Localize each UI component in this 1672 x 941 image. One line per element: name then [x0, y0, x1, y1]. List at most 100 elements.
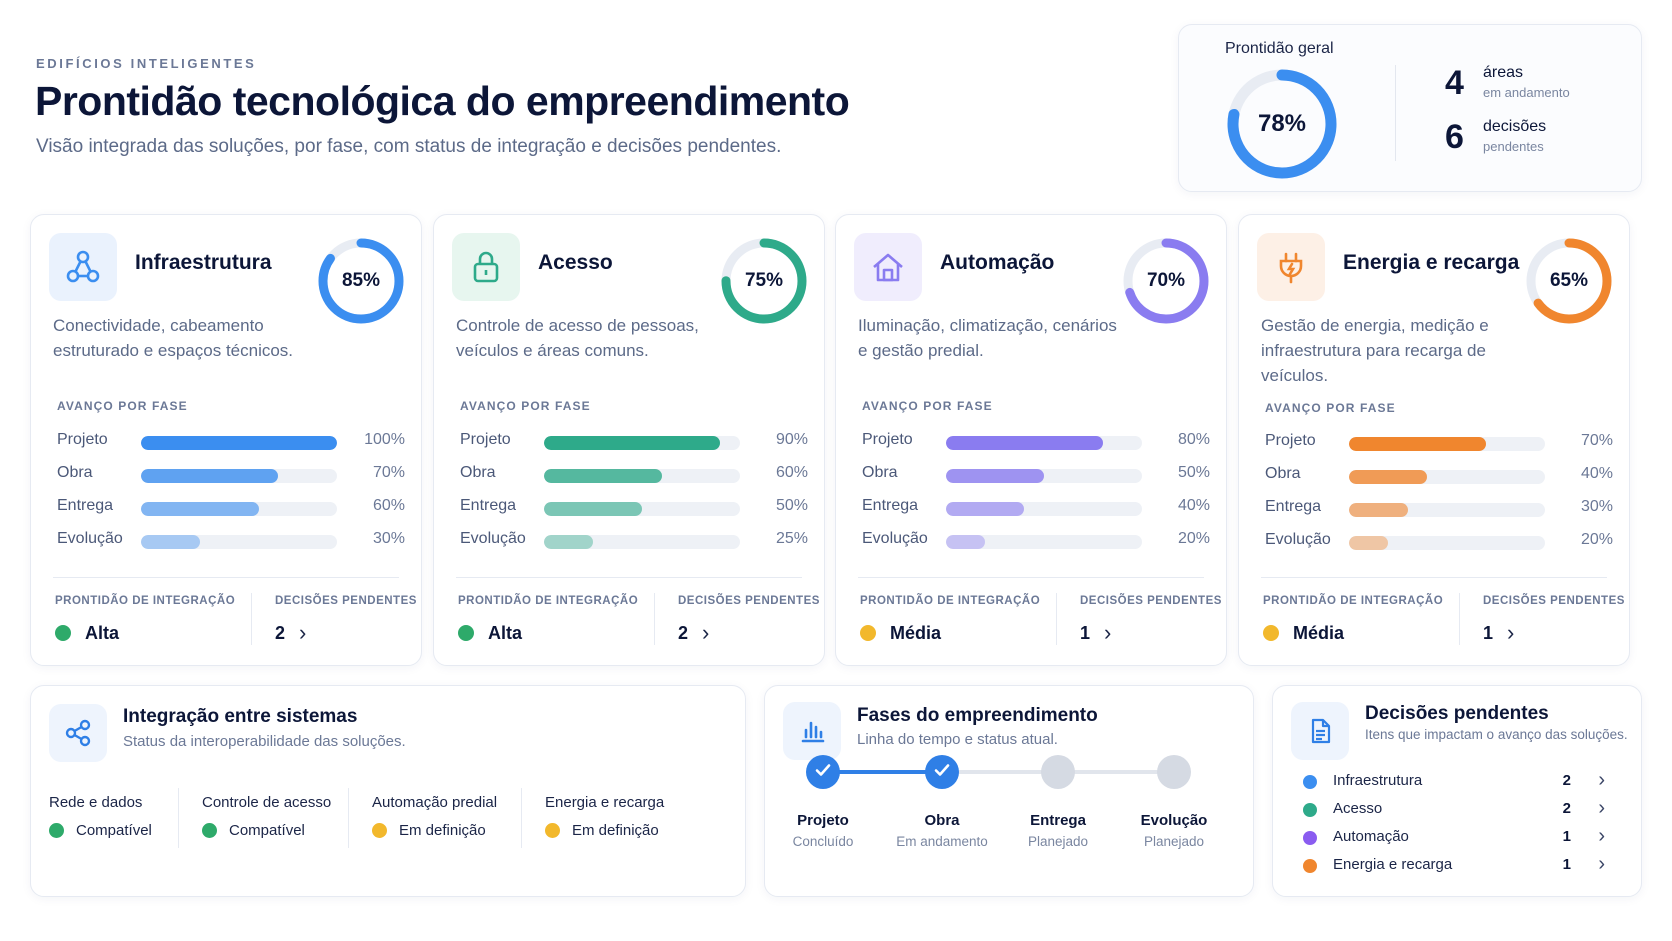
card-divider: [1261, 577, 1607, 578]
phase-row: Entrega 30%: [1265, 492, 1613, 525]
phase-row: Projeto 70%: [1265, 426, 1613, 459]
decision-item[interactable]: Infraestrutura 2 ›: [1303, 768, 1609, 796]
category-title: Energia e recarga: [1343, 251, 1520, 274]
integration-title: Integração entre sistemas: [123, 706, 358, 727]
decision-area: Energia e recarga: [1333, 856, 1453, 873]
pending-decisions-link[interactable]: 1 ›: [1483, 619, 1514, 647]
phase-track: [544, 436, 740, 450]
card-divider: [53, 577, 399, 578]
card-vertical-divider: [251, 593, 252, 645]
system-name: Controle de acesso: [202, 794, 332, 811]
category-description: Iluminação, climatização, cenários e ges…: [858, 316, 1117, 360]
stat-value: 6: [1445, 118, 1464, 156]
phase-fill: [141, 502, 259, 516]
timeline-step-3: [1157, 755, 1191, 789]
phase-fill: [544, 502, 642, 516]
system-status-label: Em definição: [399, 822, 486, 839]
timeline-step-name: Evolução: [1140, 812, 1208, 829]
category-percent: 85%: [341, 270, 381, 291]
status-dot: [545, 823, 560, 838]
stat-value: 4: [1445, 64, 1464, 102]
integration-level: Alta: [488, 622, 523, 643]
overall-percent: 78%: [1257, 110, 1307, 137]
phase-name: Evolução: [460, 530, 526, 547]
category-progress-ring: [1123, 238, 1209, 324]
pending-decisions-count: 1: [1483, 622, 1494, 643]
decisions-heading: DECISÕES PENDENTES: [1080, 595, 1222, 607]
phase-value: 70%: [372, 464, 405, 481]
phase-progress-heading: AVANÇO POR FASE: [57, 399, 188, 413]
system-item: Controle de acesso Compatível: [202, 794, 362, 854]
chevron-right-icon: ›: [1598, 825, 1605, 847]
phase-fill: [141, 469, 279, 483]
phase-name: Projeto: [1265, 432, 1316, 449]
category-progress-ring: [318, 238, 404, 324]
category-title: Infraestrutura: [135, 251, 272, 274]
phase-track: [1349, 536, 1545, 550]
timeline-step-name: Projeto: [797, 812, 849, 829]
decision-item[interactable]: Automação 1 ›: [1303, 824, 1609, 852]
phase-fill: [946, 469, 1044, 483]
phase-value: 80%: [1177, 431, 1210, 448]
decision-count: 2: [1562, 772, 1571, 789]
phase-row: Entrega 40%: [862, 491, 1210, 524]
page-title: Prontidão tecnológica do empreendimento: [35, 78, 850, 124]
system-name: Automação predial: [372, 794, 498, 811]
system-status-label: Compatível: [229, 822, 305, 839]
integration-status: Média: [1263, 621, 1344, 645]
phase-value: 25%: [775, 530, 808, 547]
category-card-0[interactable]: Infraestrutura 85% Conectividade, cabeam…: [30, 214, 422, 666]
decision-item[interactable]: Energia e recarga 1 ›: [1303, 852, 1609, 880]
phase-row: Evolução 20%: [862, 524, 1210, 557]
decisions-subtitle: Itens que impactam o avanço das soluções…: [1365, 727, 1628, 742]
decision-item[interactable]: Acesso 2 ›: [1303, 796, 1609, 824]
chevron-right-icon: ›: [1104, 620, 1112, 645]
phase-value: 40%: [1177, 497, 1210, 514]
decisions-title: Decisões pendentes: [1365, 703, 1549, 724]
phase-fill: [946, 436, 1103, 450]
card-vertical-divider: [654, 593, 655, 645]
phase-value: 30%: [372, 530, 405, 547]
integration-level: Média: [890, 622, 942, 643]
integration-heading: PRONTIDÃO DE INTEGRAÇÃO: [860, 595, 1041, 607]
system-status: Em definição: [372, 822, 486, 839]
phases-title: Fases do empreendimento: [857, 705, 1098, 726]
phase-track: [141, 535, 337, 549]
pending-decisions-link[interactable]: 2 ›: [275, 619, 306, 647]
integration-status: Alta: [458, 621, 522, 645]
chevron-right-icon: ›: [1598, 853, 1605, 875]
phase-track: [141, 469, 337, 483]
card-vertical-divider: [1459, 593, 1460, 645]
phase-fill: [1349, 536, 1389, 550]
phase-name: Projeto: [862, 431, 913, 448]
card-divider: [456, 577, 802, 578]
phase-row: Evolução 25%: [460, 524, 808, 557]
document-icon: [1291, 702, 1349, 760]
status-dot: [49, 823, 64, 838]
page-subtitle: Visão integrada das soluções, por fase, …: [36, 136, 782, 157]
bar-chart-icon: [783, 702, 841, 760]
decision-count: 1: [1562, 856, 1571, 873]
decisions-panel: Decisões pendentes Itens que impactam o …: [1272, 685, 1642, 897]
category-description: Gestão de energia, medição e infraestrut…: [1261, 316, 1489, 385]
phase-row: Obra 60%: [460, 458, 808, 491]
pending-decisions-link[interactable]: 2 ›: [678, 619, 709, 647]
system-name: Rede e dados: [49, 794, 143, 811]
phase-fill: [1349, 470, 1428, 484]
stat-sublabel: em andamento: [1483, 85, 1570, 100]
phase-progress-heading: AVANÇO POR FASE: [1265, 401, 1396, 415]
integration-level: Média: [1293, 622, 1345, 643]
phase-fill: [544, 535, 593, 549]
phase-row: Entrega 50%: [460, 491, 808, 524]
phase-progress-heading: AVANÇO POR FASE: [460, 399, 591, 413]
system-status-label: Compatível: [76, 822, 152, 839]
phase-track: [1349, 437, 1545, 451]
chevron-right-icon: ›: [1507, 620, 1515, 645]
phase-name: Evolução: [1265, 531, 1331, 548]
category-card-1[interactable]: Acesso 75% Controle de acesso de pessoas…: [433, 214, 825, 666]
pending-decisions-link[interactable]: 1 ›: [1080, 619, 1111, 647]
chevron-right-icon: ›: [1598, 797, 1605, 819]
system-item: Rede e dados Compatível: [49, 794, 209, 854]
category-card-2[interactable]: Automação 70% Iluminação, climatização, …: [835, 214, 1227, 666]
category-card-3[interactable]: Energia e recarga 65% Gestão de energia,…: [1238, 214, 1630, 666]
